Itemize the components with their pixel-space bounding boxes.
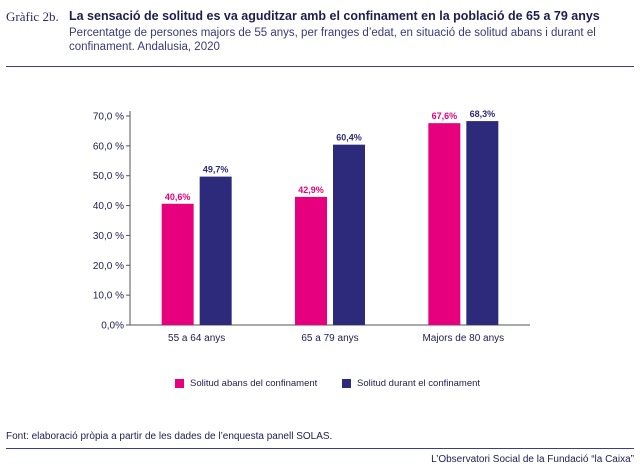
bar-before: [295, 196, 327, 325]
data-label: 40,6%: [165, 192, 191, 202]
data-label: 67,6%: [432, 111, 458, 121]
bar-before: [161, 203, 194, 325]
x-tick-label: Majors de 80 anys: [422, 333, 504, 344]
chart-subtitle: Percentatge de persones majors de 55 any…: [69, 27, 596, 53]
data-label: 60,4%: [336, 133, 362, 143]
y-tick-label: 30,0 %: [93, 231, 124, 242]
bottom-divider: [6, 448, 634, 449]
y-tick-label: 50,0 %: [93, 171, 124, 182]
data-label: 42,9%: [298, 185, 324, 195]
x-tick-label: 55 a 64 anys: [168, 333, 225, 344]
y-tick-label: 10,0 %: [93, 291, 124, 302]
bar-chart: 0,0% 10,0 % 20,0 % 30,0 % 40,0 % 50,0 % 60,0 %…: [93, 109, 530, 344]
legend-swatch-during: [342, 379, 351, 388]
bar-during: [466, 121, 499, 325]
y-tick-label: 60,0 %: [93, 141, 124, 152]
legend-item-before: Solitud abans del confinament: [175, 378, 317, 389]
chart-title: La sensació de solitud es va aguditzar a…: [69, 9, 600, 23]
top-divider: [6, 66, 634, 67]
legend-label-before: Solitud abans del confinament: [190, 378, 318, 389]
y-tick-label: 70,0 %: [93, 112, 124, 123]
legend-item-during: Solitud durant el confinament: [342, 378, 480, 389]
publisher-credit: L’Observatori Social de la Fundació “la …: [431, 454, 634, 465]
figure-label: Gràfic 2b.: [6, 9, 59, 24]
y-tick-label: 0,0%: [101, 321, 124, 332]
x-tick-label: 65 a 79 anys: [301, 333, 358, 344]
data-label: 49,7%: [203, 165, 229, 175]
legend-swatch-before: [175, 379, 184, 388]
chart-legend: Solitud abans del confinament Solitud du…: [0, 378, 640, 394]
bar-before: [428, 123, 461, 325]
y-tick-label: 40,0 %: [93, 201, 124, 212]
bar-during: [199, 176, 232, 325]
data-label: 68,3%: [470, 109, 496, 119]
legend-label-during: Solitud durant el confinament: [357, 378, 481, 389]
source-note: Font: elaboració pròpia a partir de les …: [6, 431, 333, 442]
y-tick-label: 20,0 %: [93, 261, 124, 272]
bar-during: [333, 144, 365, 325]
